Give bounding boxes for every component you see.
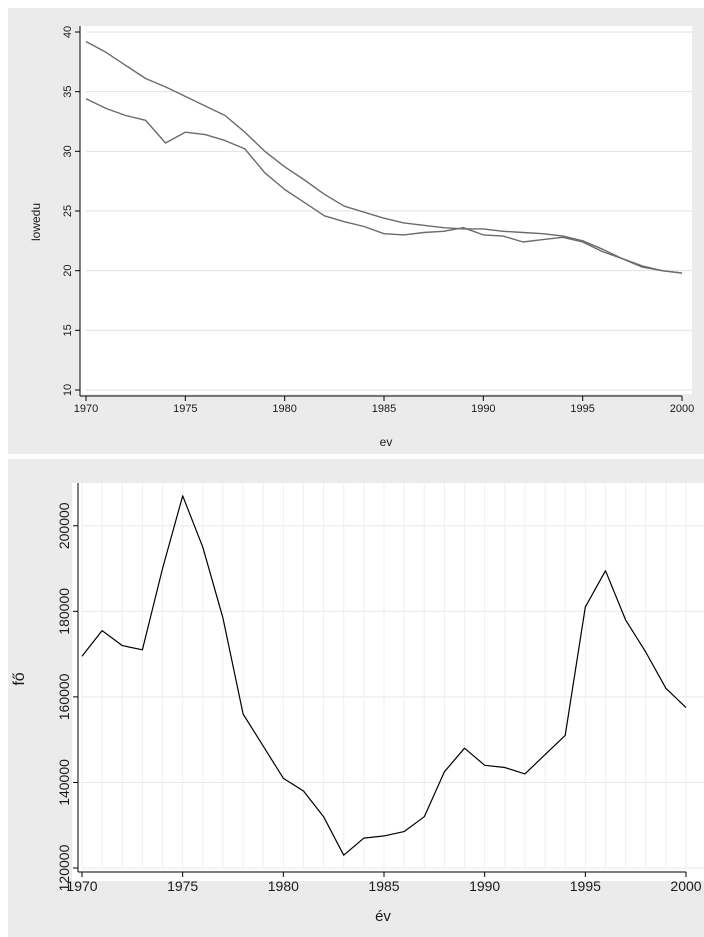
c2-x-tick-label: 2000 xyxy=(670,878,701,894)
c2-y-tick-label: 180000 xyxy=(56,588,72,635)
chart1-y-axis-label: lowedu xyxy=(29,203,43,241)
c2-x-tick-label: 1990 xyxy=(469,878,500,894)
c1-x-tick-label: 1985 xyxy=(372,403,396,415)
c2-x-tick-label: 1975 xyxy=(167,878,198,894)
c1-y-tick-label: 40 xyxy=(62,26,74,38)
chart2-axes xyxy=(77,483,686,873)
chart1-grid xyxy=(86,31,692,391)
chart1-ticks: 10 15 20 25 30 35 40 1970 1975 1980 1985 1990 1995 20… xyxy=(62,26,694,415)
c2-x-tick-label: 1970 xyxy=(66,878,97,894)
c1-x-tick-label: 2000 xyxy=(670,403,694,415)
chart2-series xyxy=(81,495,687,856)
c1-x-tick-label: 1975 xyxy=(173,403,197,415)
c2-x-tick-label: 1995 xyxy=(570,878,601,894)
c1-x-tick-label: 1980 xyxy=(272,403,296,415)
chart2-ticks: 120000 140000 160000 180000 200000 1970 1975 19… xyxy=(56,502,702,894)
c2-y-tick-label: 120000 xyxy=(56,844,72,891)
chart2-y-axis-label: fő xyxy=(11,672,28,685)
c1-y-tick-label: 15 xyxy=(62,324,74,336)
c2-y-tick-label: 160000 xyxy=(56,673,72,720)
c1-series-line-1 xyxy=(85,40,683,274)
chart-fo: 120000 140000 160000 180000 200000 1970 1975 19… xyxy=(8,459,704,937)
c1-x-tick-label: 1970 xyxy=(74,403,98,415)
chart1-x-axis-label: ev xyxy=(380,435,393,449)
c1-y-tick-label: 10 xyxy=(62,384,74,396)
chart-lowedu: 10 15 20 25 30 35 40 1970 1975 1980 1985 1990 1995 20… xyxy=(8,8,704,454)
chart2-x-axis-label: év xyxy=(375,908,391,925)
c2-x-tick-label: 1980 xyxy=(268,878,299,894)
c1-y-tick-label: 35 xyxy=(62,86,74,98)
chart2-plot-area xyxy=(72,483,704,881)
c2-series-line-1 xyxy=(81,495,687,856)
c1-x-tick-label: 1995 xyxy=(570,403,594,415)
c1-x-tick-label: 1990 xyxy=(471,403,495,415)
chart1-series xyxy=(85,40,683,274)
c2-x-tick-label: 1985 xyxy=(368,878,399,894)
c2-y-tick-label: 200000 xyxy=(56,502,72,549)
c1-y-tick-label: 25 xyxy=(62,205,74,217)
c1-y-tick-label: 30 xyxy=(62,145,74,157)
chart1-plot-area xyxy=(80,26,692,394)
c1-series-line-2 xyxy=(85,98,683,274)
c2-y-tick-label: 140000 xyxy=(56,759,72,806)
c1-y-tick-label: 20 xyxy=(62,265,74,277)
chart2-grid xyxy=(81,483,704,869)
